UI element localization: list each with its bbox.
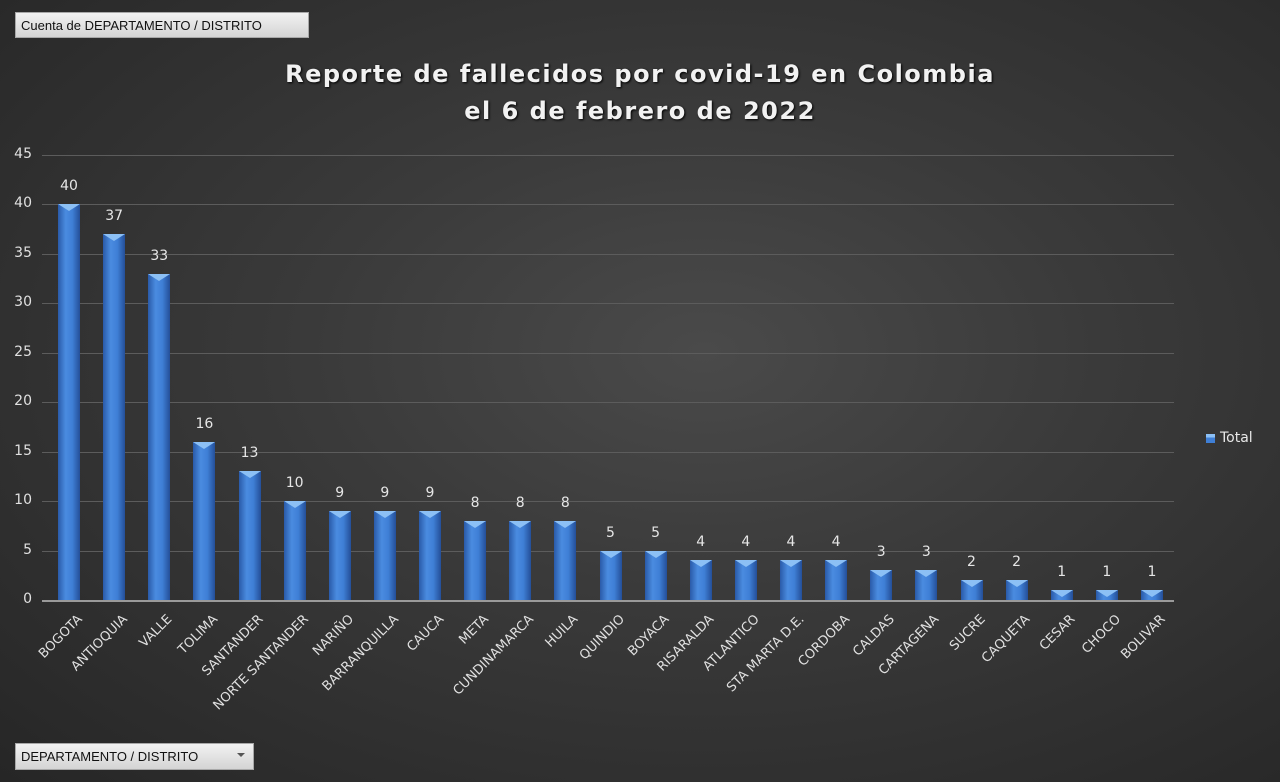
gridline bbox=[42, 303, 1174, 305]
data-label: 8 bbox=[560, 494, 570, 511]
bar[interactable] bbox=[1095, 590, 1118, 600]
bar[interactable] bbox=[960, 580, 983, 600]
bar[interactable] bbox=[193, 441, 216, 600]
legend-label: Total bbox=[1220, 430, 1253, 446]
bar[interactable] bbox=[283, 501, 306, 600]
data-label: 1 bbox=[1057, 564, 1067, 581]
data-label: 9 bbox=[335, 485, 345, 501]
bar[interactable] bbox=[825, 560, 848, 600]
x-category-label: STA MARTA D.E. bbox=[724, 612, 808, 696]
y-tick-label: 20 bbox=[14, 393, 32, 410]
data-label: 9 bbox=[380, 485, 390, 501]
value-field-label: Cuenta de DEPARTAMENTO / DISTRITO bbox=[21, 17, 262, 33]
data-label: 1 bbox=[1102, 564, 1112, 581]
x-category-label: VALLE bbox=[136, 612, 176, 651]
data-label: 16 bbox=[195, 415, 214, 432]
x-category-label: TOLIMA bbox=[175, 612, 222, 658]
y-tick-label: 40 bbox=[14, 195, 32, 212]
gridline bbox=[42, 204, 1174, 206]
bar[interactable] bbox=[689, 560, 712, 600]
y-tick-label: 15 bbox=[14, 442, 32, 459]
legend-swatch-icon bbox=[1206, 433, 1215, 443]
data-label: 4 bbox=[786, 534, 796, 551]
data-label: 9 bbox=[425, 485, 435, 501]
bar[interactable] bbox=[780, 560, 802, 600]
bar[interactable] bbox=[644, 550, 667, 600]
data-label: 2 bbox=[1012, 554, 1022, 571]
bar[interactable] bbox=[464, 520, 487, 600]
y-tick-label: 0 bbox=[23, 591, 32, 607]
y-tick-label: 45 bbox=[14, 146, 32, 162]
x-category-label: BARRANQUILLA bbox=[319, 612, 402, 695]
x-category-label: CHOCO bbox=[1079, 612, 1124, 657]
gridline bbox=[42, 451, 1174, 453]
data-label: 4 bbox=[741, 534, 751, 551]
bar[interactable] bbox=[870, 570, 893, 600]
gridline bbox=[42, 155, 1174, 156]
data-label: 37 bbox=[105, 208, 124, 225]
x-category-label: CUNDINAMARCA bbox=[450, 612, 538, 699]
data-label: 5 bbox=[651, 524, 661, 541]
chevron-down-icon bbox=[237, 753, 245, 757]
gridline bbox=[42, 501, 1174, 503]
legend[interactable]: Total bbox=[1206, 430, 1253, 446]
x-category-label: BOLIVAR bbox=[1118, 612, 1169, 663]
bar[interactable] bbox=[58, 204, 80, 600]
data-label: 3 bbox=[876, 544, 886, 561]
gridline bbox=[42, 402, 1174, 404]
bar[interactable] bbox=[373, 511, 396, 600]
data-label: 13 bbox=[240, 445, 259, 462]
x-axis-line bbox=[42, 600, 1174, 602]
data-label: 1 bbox=[1147, 564, 1157, 581]
bar[interactable] bbox=[915, 570, 938, 600]
x-category-label: HUILA bbox=[542, 612, 582, 651]
x-category-label: SUCRE bbox=[946, 612, 989, 654]
data-label: 2 bbox=[967, 554, 976, 571]
axis-field-label: DEPARTAMENTO / DISTRITO bbox=[21, 749, 199, 764]
x-category-label: QUINDIO bbox=[576, 612, 628, 664]
gridline bbox=[42, 253, 1174, 255]
y-tick-label: 35 bbox=[14, 244, 32, 261]
data-label: 8 bbox=[470, 494, 480, 511]
bar[interactable] bbox=[103, 234, 126, 600]
bar[interactable] bbox=[238, 471, 261, 600]
bar[interactable] bbox=[1141, 590, 1163, 600]
bar[interactable] bbox=[554, 520, 577, 600]
x-category-label: CAUCA bbox=[404, 612, 448, 655]
bar[interactable] bbox=[734, 560, 757, 600]
y-tick-label: 10 bbox=[14, 492, 32, 509]
data-label: 3 bbox=[921, 544, 931, 561]
data-label: 4 bbox=[831, 534, 841, 551]
data-label: 5 bbox=[606, 524, 615, 541]
bar[interactable] bbox=[1050, 590, 1073, 600]
bar[interactable] bbox=[599, 550, 622, 600]
x-category-label: CESAR bbox=[1036, 612, 1079, 654]
bar[interactable] bbox=[328, 511, 351, 600]
bar[interactable] bbox=[419, 511, 441, 600]
bar[interactable] bbox=[148, 273, 171, 600]
data-label: 4 bbox=[696, 534, 706, 551]
data-label: 40 bbox=[60, 178, 78, 195]
bar[interactable] bbox=[1005, 580, 1028, 600]
value-field-button[interactable]: Cuenta de DEPARTAMENTO / DISTRITO bbox=[15, 12, 309, 38]
y-tick-label: 30 bbox=[14, 294, 32, 311]
y-tick-label: 5 bbox=[23, 541, 32, 558]
x-category-label: META bbox=[456, 612, 492, 648]
data-label: 8 bbox=[515, 494, 525, 511]
data-label: 33 bbox=[150, 247, 169, 264]
chart-title-line-1: Reporte de fallecidos por covid-19 en Co… bbox=[285, 60, 995, 88]
bar[interactable] bbox=[509, 520, 532, 600]
gridline bbox=[42, 352, 1174, 354]
data-label: 10 bbox=[285, 475, 304, 492]
chart-title-line-2: el 6 de febrero de 2022 bbox=[464, 97, 816, 125]
axis-field-dropdown[interactable]: DEPARTAMENTO / DISTRITO bbox=[15, 743, 254, 770]
y-tick-label: 25 bbox=[14, 343, 32, 360]
